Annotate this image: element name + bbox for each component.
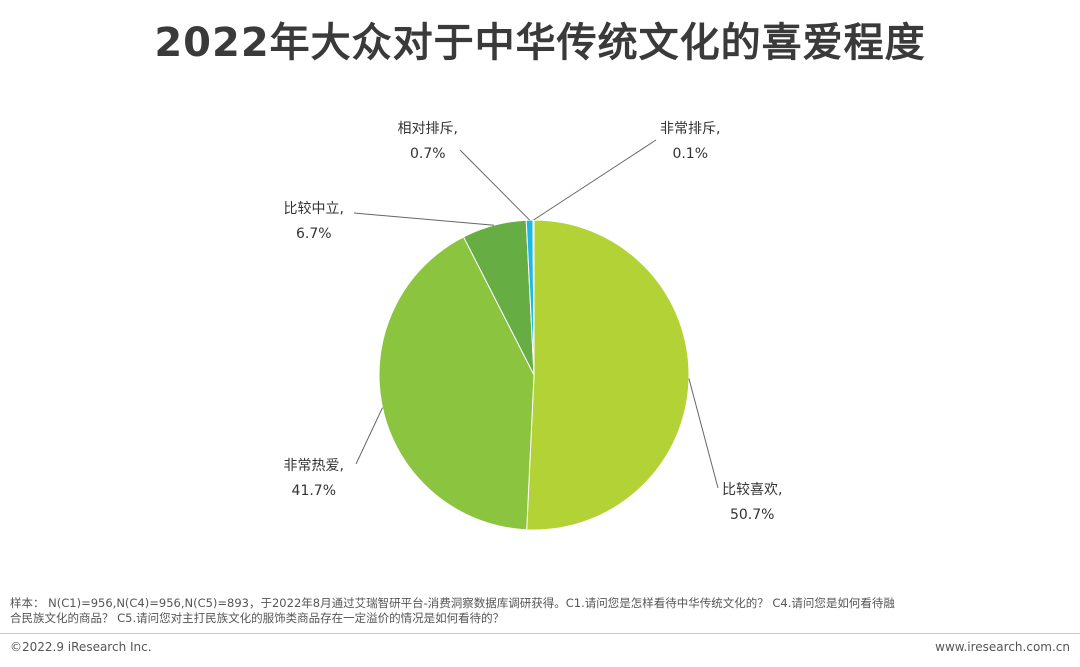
leader-line-4 [459,149,530,221]
copyright-text: ©2022.9 iResearch Inc. [10,640,152,654]
slice-label-3: 比较中立, [284,201,344,217]
leader-line-3 [353,212,495,226]
leader-line-2 [355,407,383,465]
slice-label-1: 比较喜欢, [722,482,782,498]
sample-note: 样本： N(C1)=956,N(C4)=956,N(C5)=893，于2022年… [10,596,1070,626]
slice-percent-3: 6.7% [296,226,332,242]
slice-percent-4: 0.7% [410,146,446,162]
pie-slice-1 [526,219,690,531]
footer-divider [0,633,1080,634]
leader-line-5 [533,139,657,221]
slice-label-2: 非常热爱, [284,458,344,474]
slice-label-5: 非常排斥, [660,121,720,137]
sample-note-line-2: 合民族文化的商品？ C5.请问您对主打民族文化的服饰类商品存在一定溢价的情况是如… [10,611,505,625]
chart-title: 2022年大众对于中华传统文化的喜爱程度 [154,20,926,66]
website-link[interactable]: www.iresearch.com.cn [935,640,1070,654]
slice-percent-5: 0.1% [672,146,708,162]
leader-line-1 [688,378,719,489]
sample-note-line-1: 样本： N(C1)=956,N(C4)=956,N(C5)=893，于2022年… [10,596,895,610]
slice-label-4: 相对排斥, [398,121,458,137]
slice-percent-2: 41.7% [292,483,336,499]
slice-percent-1: 50.7% [730,507,774,523]
